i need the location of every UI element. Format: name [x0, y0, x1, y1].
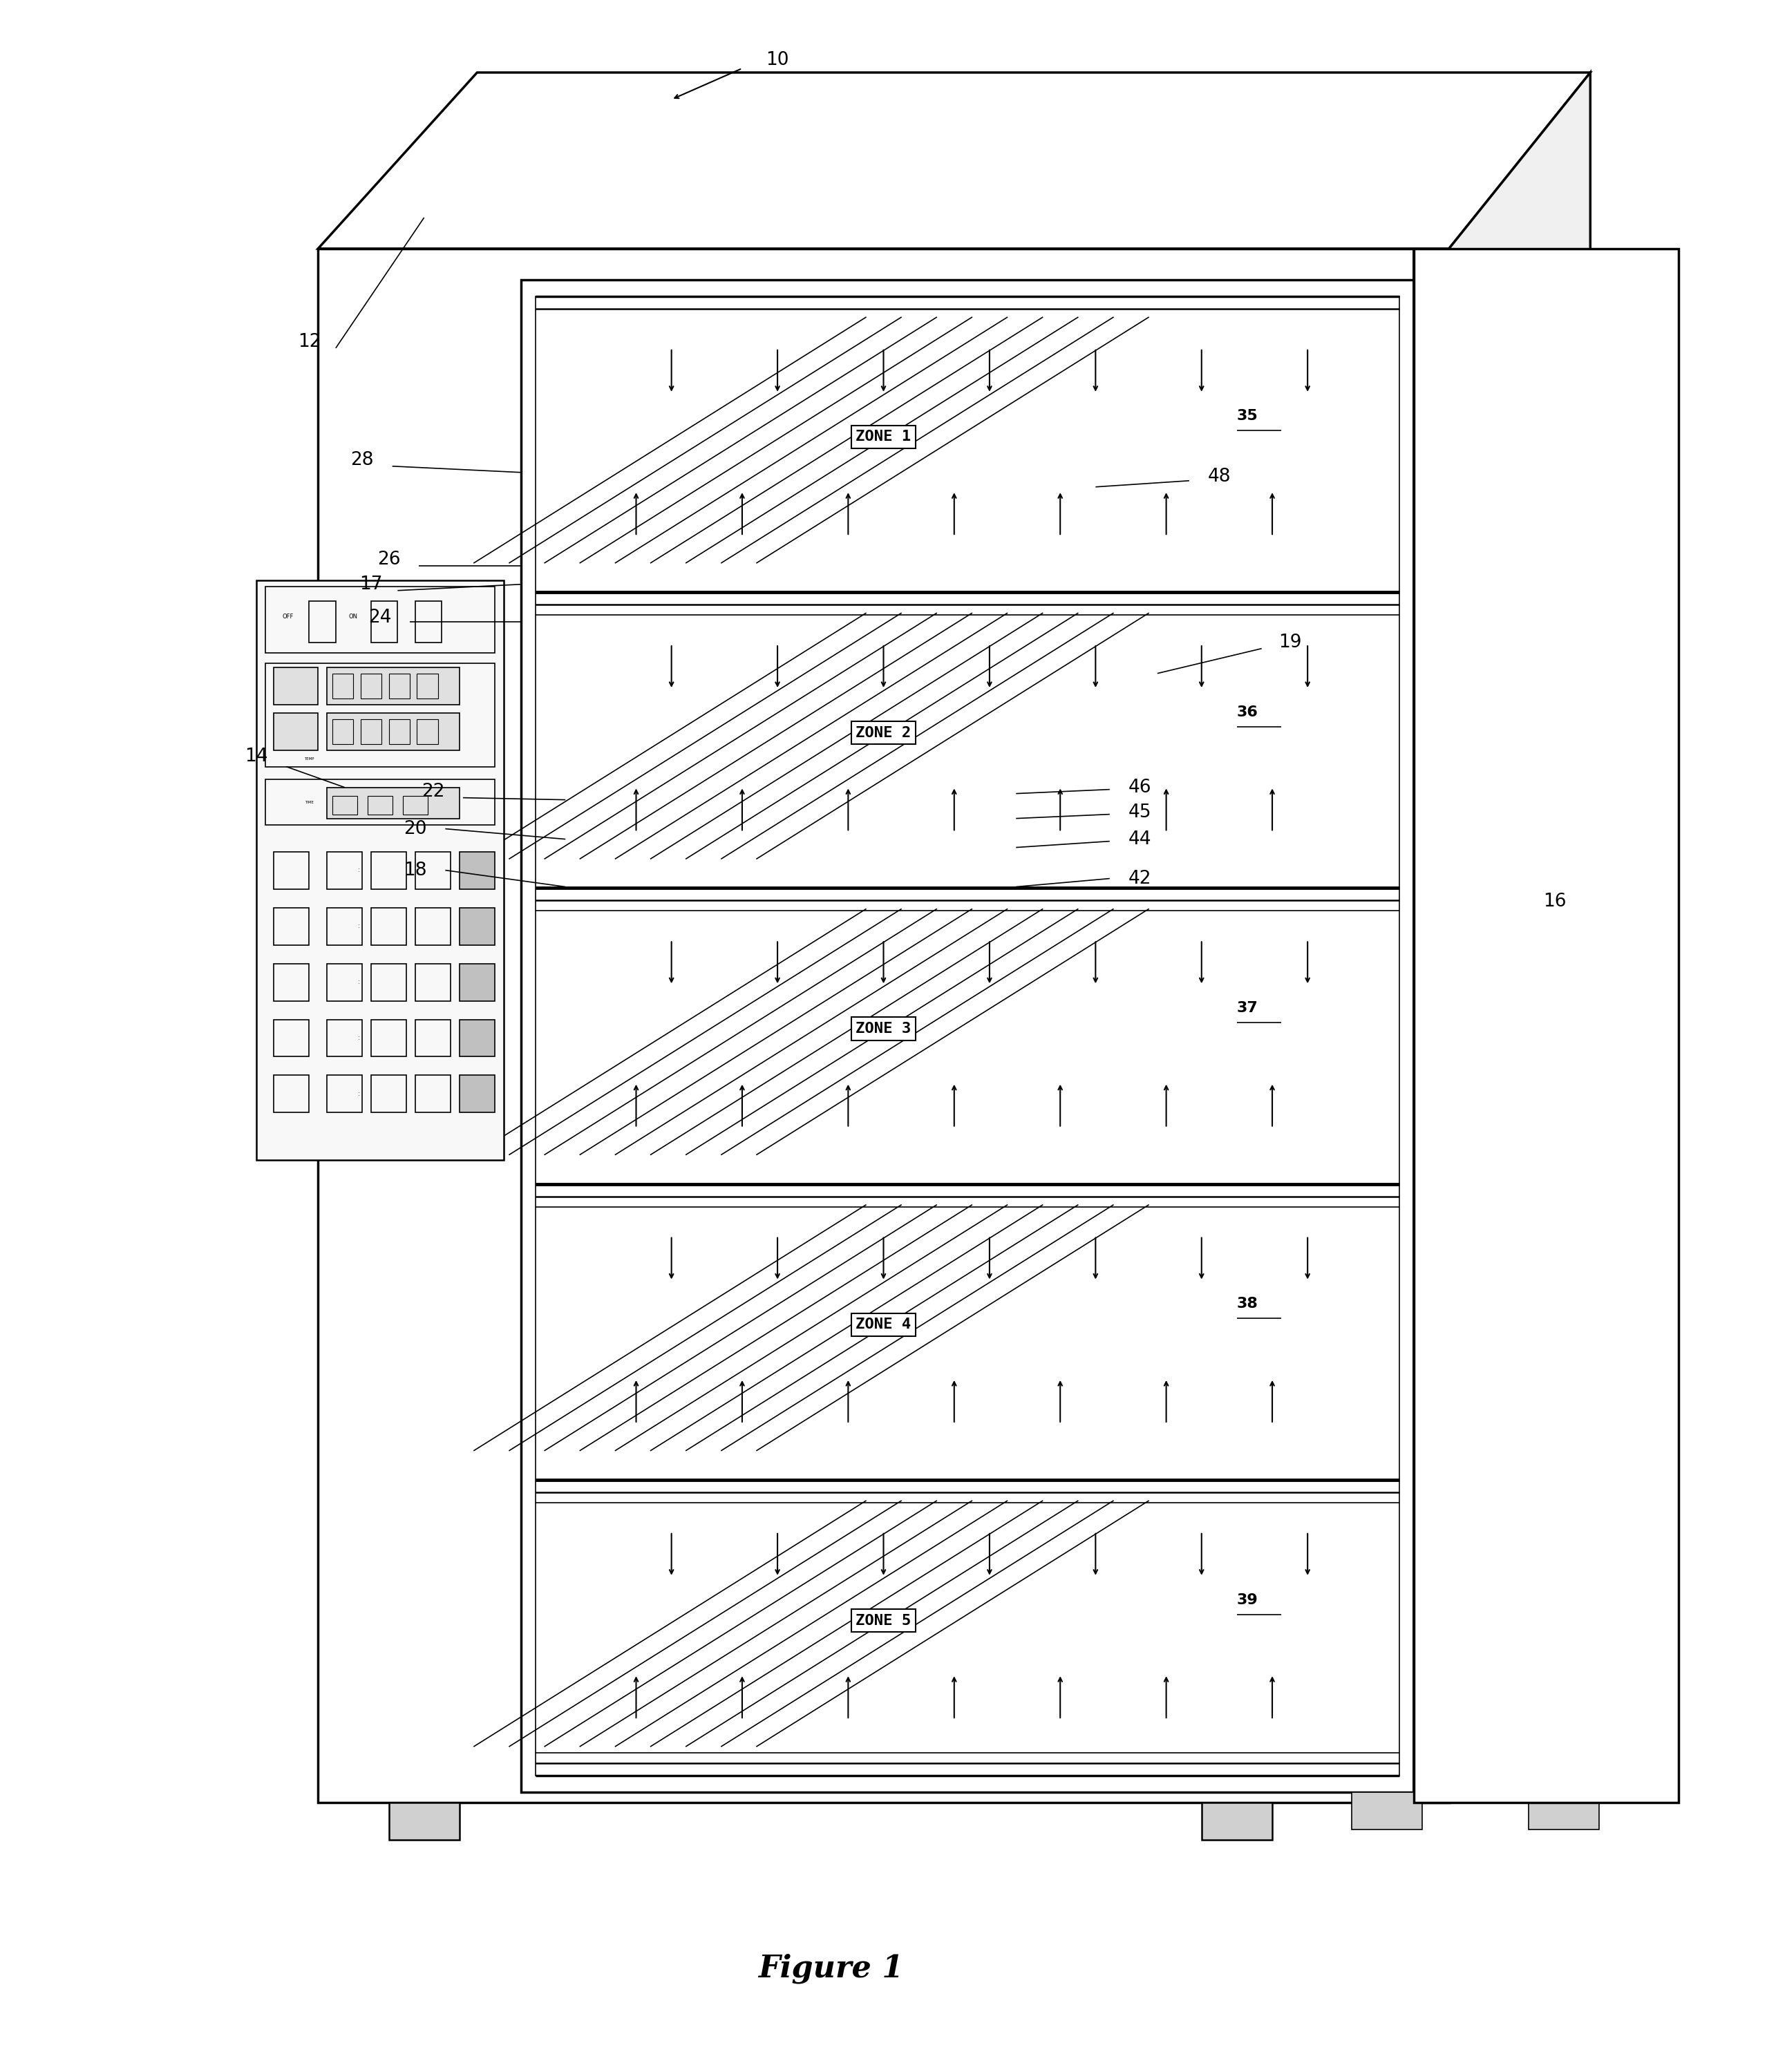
Text: 14: 14: [244, 748, 269, 765]
Text: 35: 35: [1237, 410, 1258, 423]
Bar: [274, 1075, 309, 1113]
Text: :: :: [357, 1090, 360, 1098]
Bar: [332, 673, 353, 698]
Bar: [415, 963, 451, 1001]
Text: 20: 20: [403, 821, 428, 837]
Text: 44: 44: [1127, 831, 1152, 847]
Bar: [274, 908, 309, 945]
Bar: [327, 852, 362, 889]
Bar: [371, 908, 406, 945]
Bar: [459, 852, 495, 889]
Bar: [371, 1019, 406, 1057]
Text: ZONE 1: ZONE 1: [855, 431, 912, 443]
Text: 39: 39: [1237, 1593, 1258, 1606]
Polygon shape: [318, 249, 1449, 1803]
Text: ZONE 5: ZONE 5: [855, 1614, 912, 1627]
Text: :: :: [357, 922, 360, 930]
Bar: [371, 852, 406, 889]
Text: :: :: [357, 978, 360, 986]
Bar: [417, 719, 438, 744]
Text: 19: 19: [1278, 634, 1302, 651]
Bar: [1440, 280, 1652, 1772]
Bar: [371, 963, 406, 1001]
Bar: [265, 663, 495, 767]
Bar: [389, 719, 410, 744]
Bar: [274, 963, 309, 1001]
Bar: [417, 673, 438, 698]
Bar: [459, 1075, 495, 1113]
Bar: [327, 1075, 362, 1113]
Bar: [403, 796, 428, 814]
Bar: [368, 796, 392, 814]
Bar: [1202, 1803, 1272, 1840]
Text: 12: 12: [297, 334, 322, 350]
Bar: [332, 796, 357, 814]
Bar: [535, 296, 1399, 1776]
Text: 28: 28: [350, 452, 375, 468]
Bar: [521, 280, 1414, 1792]
Text: TEMP: TEMP: [304, 756, 315, 760]
Bar: [309, 601, 336, 642]
Bar: [1528, 1792, 1599, 1830]
Text: 36: 36: [1237, 704, 1258, 719]
Text: :: :: [357, 866, 360, 874]
Bar: [327, 908, 362, 945]
Text: 10: 10: [765, 52, 790, 68]
Bar: [389, 673, 410, 698]
Bar: [459, 1019, 495, 1057]
Text: 42: 42: [1127, 870, 1152, 887]
Text: :: :: [357, 1034, 360, 1042]
Bar: [459, 963, 495, 1001]
Bar: [415, 601, 442, 642]
Bar: [327, 787, 459, 818]
Text: ZONE 4: ZONE 4: [855, 1318, 912, 1332]
Bar: [360, 719, 382, 744]
Text: ZONE 2: ZONE 2: [855, 725, 912, 740]
Text: 38: 38: [1237, 1297, 1258, 1312]
Text: 45: 45: [1127, 804, 1152, 821]
Bar: [274, 667, 318, 704]
Bar: [389, 1803, 459, 1840]
Text: TIME: TIME: [304, 800, 315, 804]
Text: 16: 16: [1543, 893, 1567, 910]
Bar: [274, 713, 318, 750]
Bar: [1642, 850, 1666, 1057]
Text: 24: 24: [368, 609, 392, 626]
Bar: [265, 779, 495, 825]
Text: 46: 46: [1127, 779, 1152, 796]
Bar: [415, 1019, 451, 1057]
Text: 17: 17: [359, 576, 383, 593]
Bar: [415, 1075, 451, 1113]
Bar: [327, 713, 459, 750]
Text: Figure 1: Figure 1: [758, 1954, 903, 1983]
Polygon shape: [1414, 249, 1679, 1803]
Bar: [459, 908, 495, 945]
Polygon shape: [318, 73, 1590, 249]
Bar: [327, 667, 459, 704]
Bar: [274, 1019, 309, 1057]
Text: 18: 18: [403, 862, 428, 879]
Text: OFF: OFF: [283, 613, 293, 620]
Text: 48: 48: [1207, 468, 1232, 485]
Bar: [265, 586, 495, 653]
Polygon shape: [1449, 73, 1590, 1803]
Bar: [256, 580, 504, 1160]
Text: ZONE 3: ZONE 3: [855, 1021, 912, 1036]
Text: 22: 22: [421, 783, 445, 800]
Bar: [415, 852, 451, 889]
Bar: [371, 1075, 406, 1113]
Text: 37: 37: [1237, 1001, 1258, 1015]
Bar: [327, 1019, 362, 1057]
Bar: [332, 719, 353, 744]
Bar: [274, 852, 309, 889]
Text: 26: 26: [376, 551, 401, 568]
Bar: [415, 908, 451, 945]
Bar: [360, 673, 382, 698]
Bar: [1634, 829, 1673, 1077]
Bar: [327, 963, 362, 1001]
Text: ON: ON: [348, 613, 359, 620]
Bar: [371, 601, 398, 642]
Bar: [1352, 1792, 1422, 1830]
